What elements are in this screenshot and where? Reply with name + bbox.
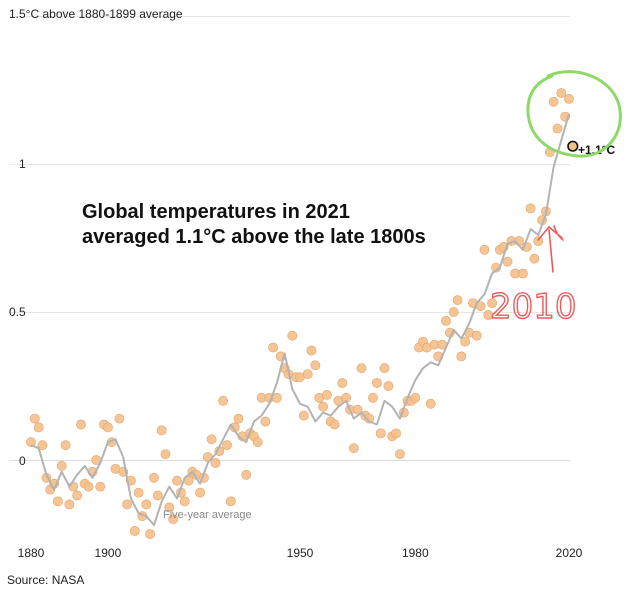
- data-point-2012: [533, 236, 544, 246]
- five-year-average-line: [30, 113, 570, 527]
- data-point-1998: [479, 244, 490, 255]
- data-point-1903: [114, 413, 125, 424]
- data-point-1900: [103, 422, 113, 433]
- data-point-1980: [410, 392, 421, 403]
- x-tick-label-1980: 1980: [402, 546, 429, 560]
- data-point-1961: [337, 378, 348, 388]
- data-point-1932: [225, 496, 236, 507]
- data-point-1948: [287, 330, 298, 341]
- data-point-1889: [60, 440, 71, 451]
- chart-title-line-2: averaged 1.1°C above the late 1800s: [82, 226, 426, 248]
- y-tick-label-0.5: 0.5: [9, 305, 26, 319]
- data-point-1914: [156, 425, 167, 436]
- data-point-1928: [210, 458, 221, 468]
- data-point-1952: [302, 369, 313, 380]
- data-point-1972: [379, 363, 390, 374]
- data-point-1968: [364, 413, 375, 424]
- data-point-2004: [502, 256, 513, 267]
- data-point-1959: [329, 419, 340, 430]
- data-point-1939: [252, 437, 263, 448]
- data-point-1975: [391, 428, 401, 439]
- data-point-1913: [152, 490, 163, 501]
- data-point-2008: [518, 268, 528, 279]
- data-point-2018: [556, 88, 567, 98]
- data-point-2000: [487, 298, 497, 308]
- data-point-1888: [56, 460, 67, 471]
- data-point-1964: [348, 443, 359, 454]
- data-point-1969: [368, 392, 378, 403]
- data-point-1887: [53, 496, 63, 507]
- latest-year-marker: [567, 140, 579, 152]
- gridlines: [9, 16, 570, 461]
- handwritten-green-circle: [526, 70, 622, 158]
- y-tick-label-1: 1: [19, 157, 26, 171]
- data-point-2020: [564, 94, 574, 104]
- data-point-1881: [29, 413, 40, 424]
- data-point-1912: [149, 472, 159, 483]
- y-tick-label-top: 1.5°C above 1880-1899 average: [9, 7, 183, 21]
- data-point-1956: [318, 401, 328, 412]
- data-point-1936: [241, 469, 252, 480]
- data-point-1892: [72, 490, 82, 501]
- data-point-2011: [529, 253, 540, 264]
- data-point-1976: [394, 449, 405, 459]
- data-point-1990: [448, 307, 459, 317]
- data-point-2010: [525, 203, 536, 214]
- chart-title-line-1: Global temperatures in 2021: [82, 201, 350, 223]
- data-point-1951: [298, 410, 309, 421]
- data-point-1943: [268, 342, 278, 353]
- data-point-1882: [33, 422, 44, 433]
- data-point-1991: [452, 295, 463, 306]
- data-point-1930: [218, 395, 228, 406]
- x-tick-label-1950: 1950: [287, 546, 314, 560]
- x-tick-label-1900: 1900: [95, 546, 122, 560]
- data-point-1931: [222, 440, 232, 451]
- x-tick-label-2020: 2020: [556, 546, 583, 560]
- data-point-1971: [375, 428, 386, 439]
- y-tick-label-0: 0: [19, 454, 26, 468]
- data-point-1984: [425, 398, 436, 409]
- data-point-1934: [233, 413, 244, 424]
- five-year-average-label: Five-year average: [163, 509, 252, 521]
- data-point-2017: [552, 123, 563, 134]
- data-point-1927: [206, 434, 217, 445]
- data-point-1966: [356, 363, 367, 374]
- data-point-1893: [76, 419, 86, 430]
- data-point-1895: [83, 481, 94, 492]
- x-tick-labels: 1880 1900 1950 1980 2020: [18, 546, 583, 560]
- data-point-1883: [37, 440, 48, 451]
- data-point-1970: [371, 378, 382, 388]
- data-point-1957: [321, 389, 332, 400]
- data-point-1973: [383, 381, 394, 391]
- data-point-1999: [483, 310, 494, 320]
- data-point-1898: [95, 481, 106, 492]
- handwritten-year-label: 2010: [490, 287, 577, 327]
- data-point-1908: [133, 487, 144, 498]
- data-point-1915: [160, 449, 171, 459]
- data-point-2016: [548, 96, 559, 107]
- data-point-1920: [179, 496, 190, 507]
- data-point-1918: [172, 475, 182, 486]
- data-point-1941: [260, 416, 271, 427]
- data-point-1905: [122, 499, 132, 510]
- data-point-1924: [195, 487, 205, 498]
- data-point-1890: [64, 499, 75, 510]
- data-point-1988: [441, 315, 451, 326]
- handwritten-red-arrow: [537, 225, 564, 273]
- data-point-1965: [352, 404, 363, 415]
- data-point-1880: [26, 437, 36, 448]
- source-credit: Source: NASA: [7, 573, 85, 587]
- data-point-1910: [141, 499, 152, 510]
- x-tick-label-1880: 1880: [18, 546, 45, 560]
- data-point-1907: [129, 526, 140, 536]
- data-point-1953: [306, 345, 317, 356]
- data-point-1954: [310, 360, 321, 371]
- data-point-1916: [164, 502, 175, 513]
- data-point-1996: [471, 330, 482, 341]
- data-point-1993: [460, 336, 471, 347]
- data-point-1911: [145, 529, 155, 539]
- data-point-1917: [168, 514, 179, 525]
- data-point-1992: [456, 351, 467, 362]
